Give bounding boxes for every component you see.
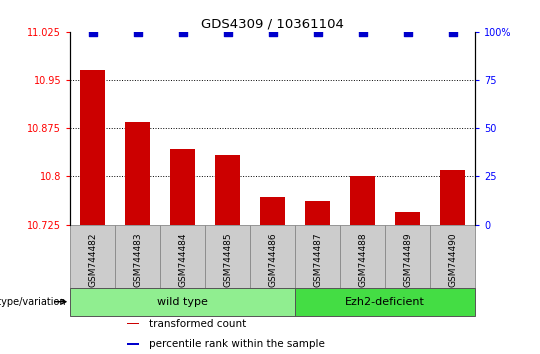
- FancyBboxPatch shape: [295, 287, 475, 316]
- FancyBboxPatch shape: [160, 224, 205, 287]
- Point: [133, 29, 142, 35]
- Point: [359, 29, 367, 35]
- Text: Ezh2-deficient: Ezh2-deficient: [345, 297, 425, 307]
- FancyBboxPatch shape: [70, 287, 295, 316]
- Bar: [305, 201, 330, 224]
- Point: [268, 29, 277, 35]
- Point: [313, 29, 322, 35]
- FancyBboxPatch shape: [340, 224, 385, 287]
- Text: genotype/variation: genotype/variation: [0, 297, 66, 307]
- Bar: [260, 197, 285, 224]
- Bar: [440, 170, 465, 224]
- Bar: [170, 149, 195, 224]
- Bar: [350, 176, 375, 224]
- Point: [448, 29, 457, 35]
- Point: [89, 29, 97, 35]
- Bar: [80, 70, 105, 224]
- FancyBboxPatch shape: [70, 224, 115, 287]
- Point: [224, 29, 232, 35]
- Text: GSM744487: GSM744487: [313, 232, 322, 287]
- Text: GSM744483: GSM744483: [133, 232, 142, 287]
- FancyBboxPatch shape: [295, 224, 340, 287]
- Text: wild type: wild type: [157, 297, 208, 307]
- Text: GSM744489: GSM744489: [403, 232, 412, 287]
- FancyBboxPatch shape: [250, 224, 295, 287]
- Bar: [215, 155, 240, 224]
- Point: [178, 29, 187, 35]
- Text: GSM744482: GSM744482: [88, 232, 97, 287]
- Text: GSM744488: GSM744488: [358, 232, 367, 287]
- Text: percentile rank within the sample: percentile rank within the sample: [149, 339, 325, 349]
- Text: GSM744485: GSM744485: [223, 232, 232, 287]
- FancyBboxPatch shape: [385, 224, 430, 287]
- FancyBboxPatch shape: [430, 224, 475, 287]
- FancyBboxPatch shape: [115, 224, 160, 287]
- Text: GSM744484: GSM744484: [178, 232, 187, 287]
- Bar: [127, 343, 139, 344]
- Bar: [127, 323, 139, 324]
- Bar: [395, 212, 420, 224]
- Bar: [125, 122, 150, 224]
- Text: GSM744490: GSM744490: [448, 232, 457, 287]
- Text: GSM744486: GSM744486: [268, 232, 277, 287]
- FancyBboxPatch shape: [205, 224, 250, 287]
- Point: [403, 29, 412, 35]
- Text: transformed count: transformed count: [149, 319, 246, 329]
- Title: GDS4309 / 10361104: GDS4309 / 10361104: [201, 18, 344, 31]
